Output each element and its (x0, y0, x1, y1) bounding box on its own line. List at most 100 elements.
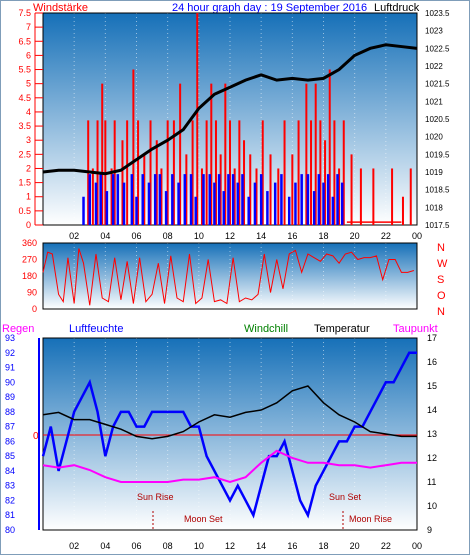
direction-tick-label: 270 (22, 255, 37, 265)
x-tick-label: 02 (69, 231, 79, 241)
wind-tick-label: 3.5 (18, 121, 31, 131)
wind-tick-label: 7 (26, 22, 31, 32)
x-tick-label: 20 (350, 541, 360, 551)
pressure-tick-label: 1020 (425, 133, 443, 142)
x-tick-label: 22 (381, 231, 391, 241)
sun-set-label: Sun Set (329, 492, 362, 502)
legend-regen: Regen (2, 323, 34, 335)
pressure-tick-label: 1020.5 (425, 115, 450, 124)
wind-tick-label: 6.5 (18, 36, 31, 46)
temperature-tick-label: 16 (427, 357, 437, 367)
humidity-tick-label: 86 (5, 436, 15, 446)
direction-letter-east: O (437, 290, 446, 302)
wind-tick-label: 7.5 (18, 8, 31, 18)
pressure-tick-label: 1023.5 (425, 9, 450, 18)
x-tick-label: 02 (69, 541, 79, 551)
pressure-tick-label: 1021 (425, 97, 443, 106)
moon-rise-label: Moon Rise (349, 514, 392, 524)
x-tick-label: 12 (225, 541, 235, 551)
x-tick-label: 00 (412, 541, 422, 551)
humidity-tick-label: 92 (5, 348, 15, 358)
x-tick-label: 20 (350, 231, 360, 241)
x-tick-label: 18 (318, 231, 328, 241)
wind-tick-label: 4.5 (18, 93, 31, 103)
direction-letter-west: W (437, 258, 448, 270)
wind-tick-label: 5.5 (18, 65, 31, 75)
temperature-tick-label: 10 (427, 501, 437, 511)
x-tick-label: 18 (318, 541, 328, 551)
x-tick-label: 08 (163, 231, 173, 241)
x-tick-label: 12 (225, 231, 235, 241)
x-tick-label: 16 (287, 541, 297, 551)
pressure-tick-label: 1021.5 (425, 80, 450, 89)
pressure-axis-title: Luftdruck (374, 2, 420, 14)
direction-letter-north-bottom: N (437, 306, 445, 318)
humidity-tick-label: 82 (5, 495, 15, 505)
pressure-tick-label: 1023 (425, 27, 443, 36)
wind-tick-label: 1.5 (18, 178, 31, 188)
climate-legend: Regen Luftfeuchte Windchill Temperatur T… (2, 323, 438, 335)
direction-line (42, 248, 415, 306)
temperature-tick-label: 9 (427, 525, 432, 535)
humidity-tick-label: 80 (5, 525, 15, 535)
x-tick-label: 08 (163, 541, 173, 551)
legend-temperatur: Temperatur (314, 323, 370, 335)
x-tick-label: 10 (194, 541, 204, 551)
x-tick-label: 06 (131, 541, 141, 551)
wind-tick-label: 0.5 (18, 206, 31, 216)
humidity-tick-label: 81 (5, 510, 15, 520)
chart-title: 24 hour graph day : 19 September 2016 (172, 2, 367, 14)
temperature-tick-label: 13 (427, 429, 437, 439)
wind-axis-title: Windstärke (33, 2, 88, 14)
humidity-tick-label: 83 (5, 481, 15, 491)
x-tick-label: 14 (256, 541, 266, 551)
temperature-tick-label: 11 (427, 477, 436, 487)
moon-set-label: Moon Set (184, 514, 223, 524)
pressure-tick-label: 1018.5 (425, 186, 450, 195)
x-tick-label: 00 (412, 231, 422, 241)
dewpoint-line (42, 449, 417, 484)
humidity-line (41, 351, 417, 519)
x-tick-label: 04 (100, 541, 110, 551)
panel-border (42, 242, 418, 310)
direction-letter-north-top: N (437, 242, 445, 254)
x-tick-label: 06 (131, 231, 141, 241)
legend-windchill: Windchill (244, 323, 288, 335)
direction-tick-label: 180 (22, 271, 37, 281)
legend-taupunkt: Taupunkt (393, 323, 438, 335)
wind-tick-label: 1 (26, 192, 31, 202)
x-tick-label: 04 (100, 231, 110, 241)
humidity-tick-label: 85 (5, 451, 15, 461)
temperature-tick-label: 12 (427, 453, 437, 463)
pressure-tick-label: 1018 (425, 203, 443, 212)
humidity-tick-label: 90 (5, 377, 15, 387)
pressure-tick-label: 1022.5 (425, 44, 450, 53)
legend-luftfeuchte: Luftfeuchte (69, 323, 123, 335)
pressure-tick-label: 1022 (425, 62, 443, 71)
humidity-tick-label: 87 (5, 422, 15, 432)
temperature-line (42, 385, 417, 440)
wind-tick-label: 2 (26, 163, 31, 173)
humidity-tick-label: 89 (5, 392, 15, 402)
humidity-tick-label: 91 (5, 363, 15, 373)
wind-tick-label: 3 (26, 135, 31, 145)
x-tick-label: 10 (194, 231, 204, 241)
wind-tick-label: 5 (26, 79, 31, 89)
temperature-tick-label: 17 (427, 333, 437, 343)
direction-tick-label: 90 (27, 288, 37, 298)
x-tick-label: 16 (287, 231, 297, 241)
temperature-tick-label: 14 (427, 405, 437, 415)
humidity-tick-label: 93 (5, 333, 15, 343)
x-tick-label: 14 (256, 231, 266, 241)
wind-tick-label: 2.5 (18, 149, 31, 159)
direction-tick-label: 360 (22, 238, 37, 248)
direction-letters: N W S O N (437, 242, 448, 318)
humidity-tick-label: 84 (5, 466, 15, 476)
pressure-tick-label: 1017.5 (425, 221, 450, 230)
pressure-tick-label: 1019 (425, 168, 443, 177)
astro-annotations: Sun Rise Moon Set Sun Set Moon Rise (137, 492, 392, 524)
wind-tick-label: 0 (26, 220, 31, 230)
x-tick-label: 22 (381, 541, 391, 551)
